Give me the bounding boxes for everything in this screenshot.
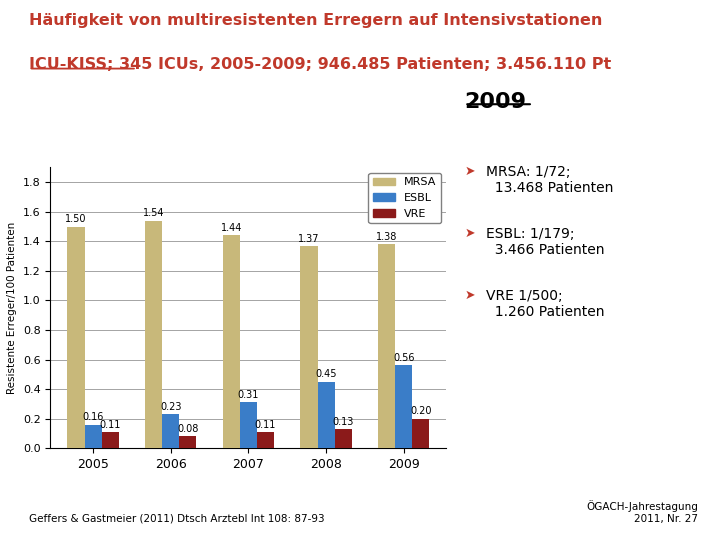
Text: 1.37: 1.37 bbox=[298, 233, 320, 244]
Text: ICU-KISS; 345 ICUs, 2005-2009; 946.485 Patienten; 3.456.110 Pt: ICU-KISS; 345 ICUs, 2005-2009; 946.485 P… bbox=[29, 57, 611, 72]
Text: 0.45: 0.45 bbox=[315, 369, 337, 380]
Text: ➤: ➤ bbox=[464, 289, 475, 302]
Text: Geffers & Gastmeier (2011) Dtsch Arztebl Int 108: 87-93: Geffers & Gastmeier (2011) Dtsch Arztebl… bbox=[29, 514, 325, 524]
Text: 0.31: 0.31 bbox=[238, 390, 259, 400]
Text: 0.08: 0.08 bbox=[177, 424, 199, 434]
Text: 0.23: 0.23 bbox=[160, 402, 181, 412]
Bar bbox=[162, 414, 179, 448]
Text: 0.56: 0.56 bbox=[393, 353, 415, 363]
Text: 1.54: 1.54 bbox=[143, 208, 164, 218]
Bar bbox=[179, 436, 197, 448]
Legend: MRSA, ESBL, VRE: MRSA, ESBL, VRE bbox=[369, 173, 441, 223]
Text: 1.50: 1.50 bbox=[66, 214, 87, 224]
Bar bbox=[300, 246, 318, 448]
Y-axis label: Resistente Erreger/100 Patienten: Resistente Erreger/100 Patienten bbox=[7, 222, 17, 394]
Text: ÖGACH-Jahrestagung
2011, Nr. 27: ÖGACH-Jahrestagung 2011, Nr. 27 bbox=[587, 500, 698, 524]
Bar bbox=[222, 235, 240, 448]
Bar bbox=[145, 221, 162, 448]
Text: 0.16: 0.16 bbox=[82, 413, 104, 422]
Bar bbox=[318, 382, 335, 448]
Text: 2009: 2009 bbox=[464, 92, 526, 112]
Text: Häufigkeit von multiresistenten Erregern auf Intensivstationen: Häufigkeit von multiresistenten Erregern… bbox=[29, 14, 602, 29]
Text: ESBL: 1/179;
  3.466 Patienten: ESBL: 1/179; 3.466 Patienten bbox=[486, 227, 605, 257]
Text: 0.20: 0.20 bbox=[410, 407, 431, 416]
Bar bbox=[395, 366, 413, 448]
Text: 0.11: 0.11 bbox=[255, 420, 276, 430]
Bar bbox=[335, 429, 351, 448]
Bar bbox=[240, 402, 257, 448]
Text: 0.13: 0.13 bbox=[333, 417, 354, 427]
Bar bbox=[68, 226, 84, 448]
Bar bbox=[378, 244, 395, 448]
Bar bbox=[257, 432, 274, 448]
Text: VRE 1/500;
  1.260 Patienten: VRE 1/500; 1.260 Patienten bbox=[486, 289, 605, 319]
Bar bbox=[413, 418, 429, 448]
Text: 1.38: 1.38 bbox=[376, 232, 397, 242]
Text: ➤: ➤ bbox=[464, 227, 475, 240]
Text: 1.44: 1.44 bbox=[220, 223, 242, 233]
Text: ➤: ➤ bbox=[464, 165, 475, 178]
Bar bbox=[102, 432, 119, 448]
Text: 0.11: 0.11 bbox=[99, 420, 121, 430]
Bar bbox=[84, 424, 102, 448]
Text: MRSA: 1/72;
  13.468 Patienten: MRSA: 1/72; 13.468 Patienten bbox=[486, 165, 613, 195]
